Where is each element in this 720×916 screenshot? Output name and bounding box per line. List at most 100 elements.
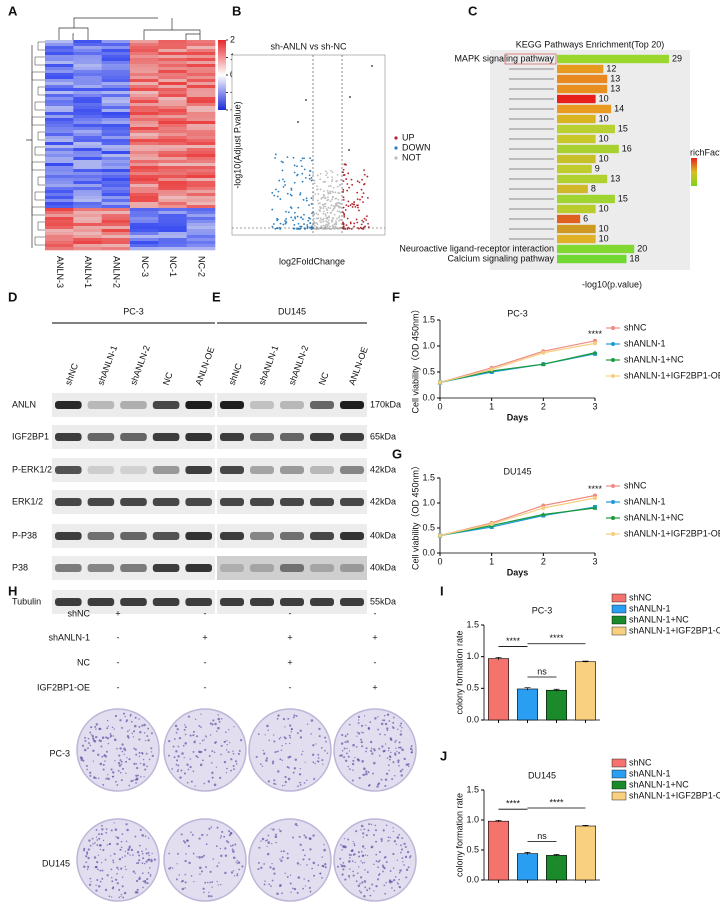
volcano-point: [342, 222, 345, 225]
colony: [102, 783, 105, 786]
colony: [392, 830, 394, 833]
colony: [193, 740, 196, 744]
blot-band: [280, 564, 304, 572]
colony: [120, 763, 123, 766]
colony: [138, 725, 141, 728]
colony: [102, 848, 105, 851]
colony: [394, 774, 396, 777]
heatmap-cell: [158, 220, 187, 224]
protein-label: ANLN: [12, 399, 36, 409]
heatmap-cell: [130, 181, 159, 185]
heatmap-cell: [186, 187, 216, 191]
volcano-point: [283, 180, 286, 183]
colony: [261, 837, 265, 841]
heatmap-cell: [130, 196, 159, 200]
volcano-point: [344, 227, 347, 230]
colony: [351, 779, 354, 782]
colony: [95, 829, 98, 831]
legend-marker: [611, 532, 615, 536]
heatmap-cell: [186, 181, 216, 185]
colony: [178, 736, 182, 740]
heatmap-cell: [45, 55, 74, 59]
colony: [192, 730, 195, 733]
lane-label: shANLN-1: [257, 344, 281, 386]
heatmap-cell: [158, 184, 187, 188]
colony: [342, 868, 345, 871]
colony: [399, 746, 402, 749]
colony: [373, 748, 376, 751]
y-tick-label: 0.0: [422, 392, 435, 402]
colony: [88, 839, 91, 842]
colony: [391, 880, 393, 883]
colony: [394, 876, 397, 878]
series-marker: [438, 380, 442, 385]
heatmap-cell: [101, 79, 131, 83]
heatmap-cell: [158, 79, 187, 83]
colony: [82, 759, 85, 762]
colony: [395, 747, 397, 749]
colony: [382, 829, 385, 832]
colony: [397, 759, 400, 762]
colony: [94, 842, 96, 844]
colony: [312, 861, 316, 865]
colony: [290, 728, 293, 731]
colony: [184, 881, 187, 884]
colony: [409, 747, 413, 751]
colony: [184, 742, 187, 745]
volcano-point: [320, 218, 323, 221]
heatmap-cell: [45, 61, 74, 65]
series-marker: [593, 341, 597, 346]
volcano-point: [331, 198, 334, 201]
volcano-point: [356, 191, 359, 194]
volcano-point: [326, 189, 329, 192]
colony: [371, 883, 374, 886]
colony: [219, 776, 222, 779]
volcano-point: [333, 228, 336, 230]
volcano-point: [363, 173, 366, 176]
colony: [400, 844, 402, 847]
heatmap-cell: [130, 238, 159, 242]
volcano-point: [276, 195, 279, 198]
bar: [557, 54, 669, 64]
dendrogram: [31, 206, 45, 216]
colony: [319, 872, 322, 875]
heatmap-cell: [186, 106, 216, 110]
blot-band: [185, 433, 212, 441]
heatmap-cell: [186, 130, 216, 134]
colony: [288, 767, 290, 769]
colony: [168, 867, 171, 870]
colony: [190, 831, 192, 833]
heatmap-cell: [101, 82, 131, 86]
colony: [96, 861, 99, 864]
condition-sign: +: [287, 657, 292, 667]
colony: [398, 871, 401, 874]
colony: [135, 879, 139, 883]
blot-band: [152, 598, 180, 606]
volcano-point: [314, 224, 316, 227]
colony: [284, 775, 287, 779]
blot-band: [340, 598, 364, 606]
colony: [126, 719, 129, 722]
colony: [176, 759, 179, 762]
series-line: [439, 342, 596, 383]
colony: [132, 736, 135, 738]
colony: [225, 731, 227, 734]
volcano-point: [331, 216, 334, 219]
category-label-placeholder: [509, 68, 554, 70]
colony: [392, 827, 394, 829]
heatmap-cell: [158, 91, 187, 95]
chart-title: PC-3: [532, 605, 553, 615]
heatmap-cell: [186, 121, 216, 125]
value-label: 10: [599, 153, 609, 163]
heatmap-cell: [45, 76, 74, 80]
bar: [557, 174, 608, 184]
heatmap-cell: [186, 49, 216, 53]
bar: [575, 825, 596, 881]
blot-band: [120, 532, 147, 540]
heatmap-cell: [158, 235, 187, 239]
column-label: ANLN-3: [55, 256, 65, 288]
heatmap-cell: [158, 142, 187, 146]
volcano-point: [315, 222, 318, 224]
volcano-point: [316, 226, 318, 228]
colony: [229, 741, 231, 744]
